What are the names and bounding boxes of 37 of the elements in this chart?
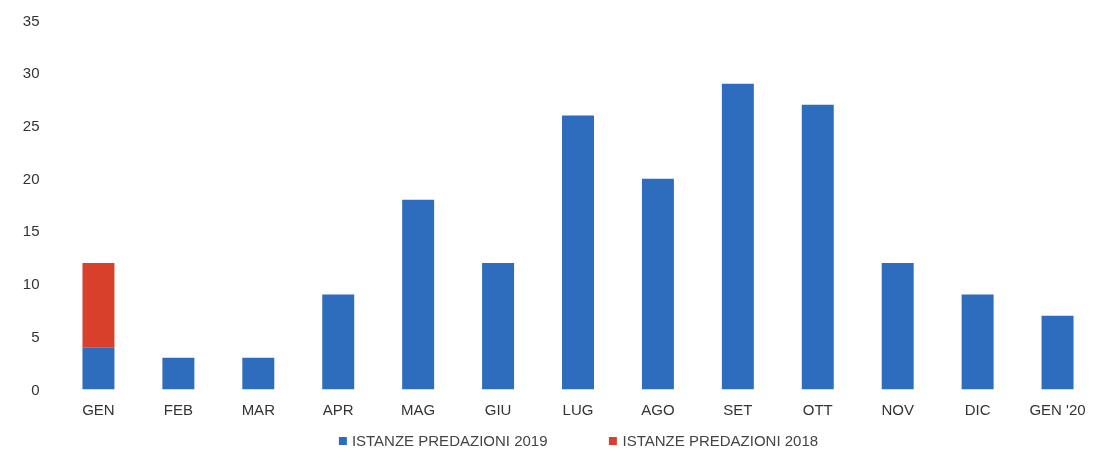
- x-tick-label: MAR: [241, 400, 276, 418]
- y-tick-label: 35: [22, 11, 40, 29]
- x-tick-label: OTT: [802, 400, 833, 418]
- bar: [641, 178, 674, 390]
- y-tick-label: 20: [22, 169, 40, 187]
- x-tick-label: FEB: [163, 400, 193, 418]
- bar: [562, 115, 594, 390]
- bar: [801, 104, 834, 390]
- x-tick-label: SET: [723, 400, 753, 418]
- y-tick-label: 5: [31, 327, 40, 345]
- y-tick-label: 25: [22, 116, 40, 134]
- x-tick-label: LUG: [562, 400, 594, 418]
- x-tick-label: GEN: [82, 400, 115, 418]
- x-tick-label: NOV: [881, 400, 914, 418]
- bar: [881, 262, 914, 390]
- bar: [1041, 315, 1074, 390]
- bar: [162, 357, 195, 390]
- legend-label: ISTANZE PREDAZIONI 2018: [622, 431, 819, 449]
- bar: [721, 83, 754, 390]
- bar: [82, 347, 115, 390]
- y-tick-label: 30: [22, 64, 40, 82]
- bar: [242, 357, 275, 390]
- y-tick-label: 10: [22, 275, 40, 293]
- bar: [322, 294, 355, 390]
- x-tick-label: MAG: [401, 400, 436, 418]
- bar: [402, 199, 435, 390]
- x-tick-label: AGO: [641, 400, 675, 418]
- legend-label: ISTANZE PREDAZIONI 2019: [351, 431, 548, 449]
- x-tick-label: GEN '20: [1029, 400, 1086, 418]
- y-tick-label: 15: [22, 222, 40, 240]
- y-tick-label: 0: [31, 380, 40, 398]
- x-tick-label: GIU: [484, 400, 512, 418]
- x-tick-label: APR: [322, 400, 354, 418]
- bar: [82, 262, 115, 348]
- bar: [482, 262, 515, 390]
- bar: [961, 294, 994, 390]
- x-tick-label: DIC: [964, 400, 991, 418]
